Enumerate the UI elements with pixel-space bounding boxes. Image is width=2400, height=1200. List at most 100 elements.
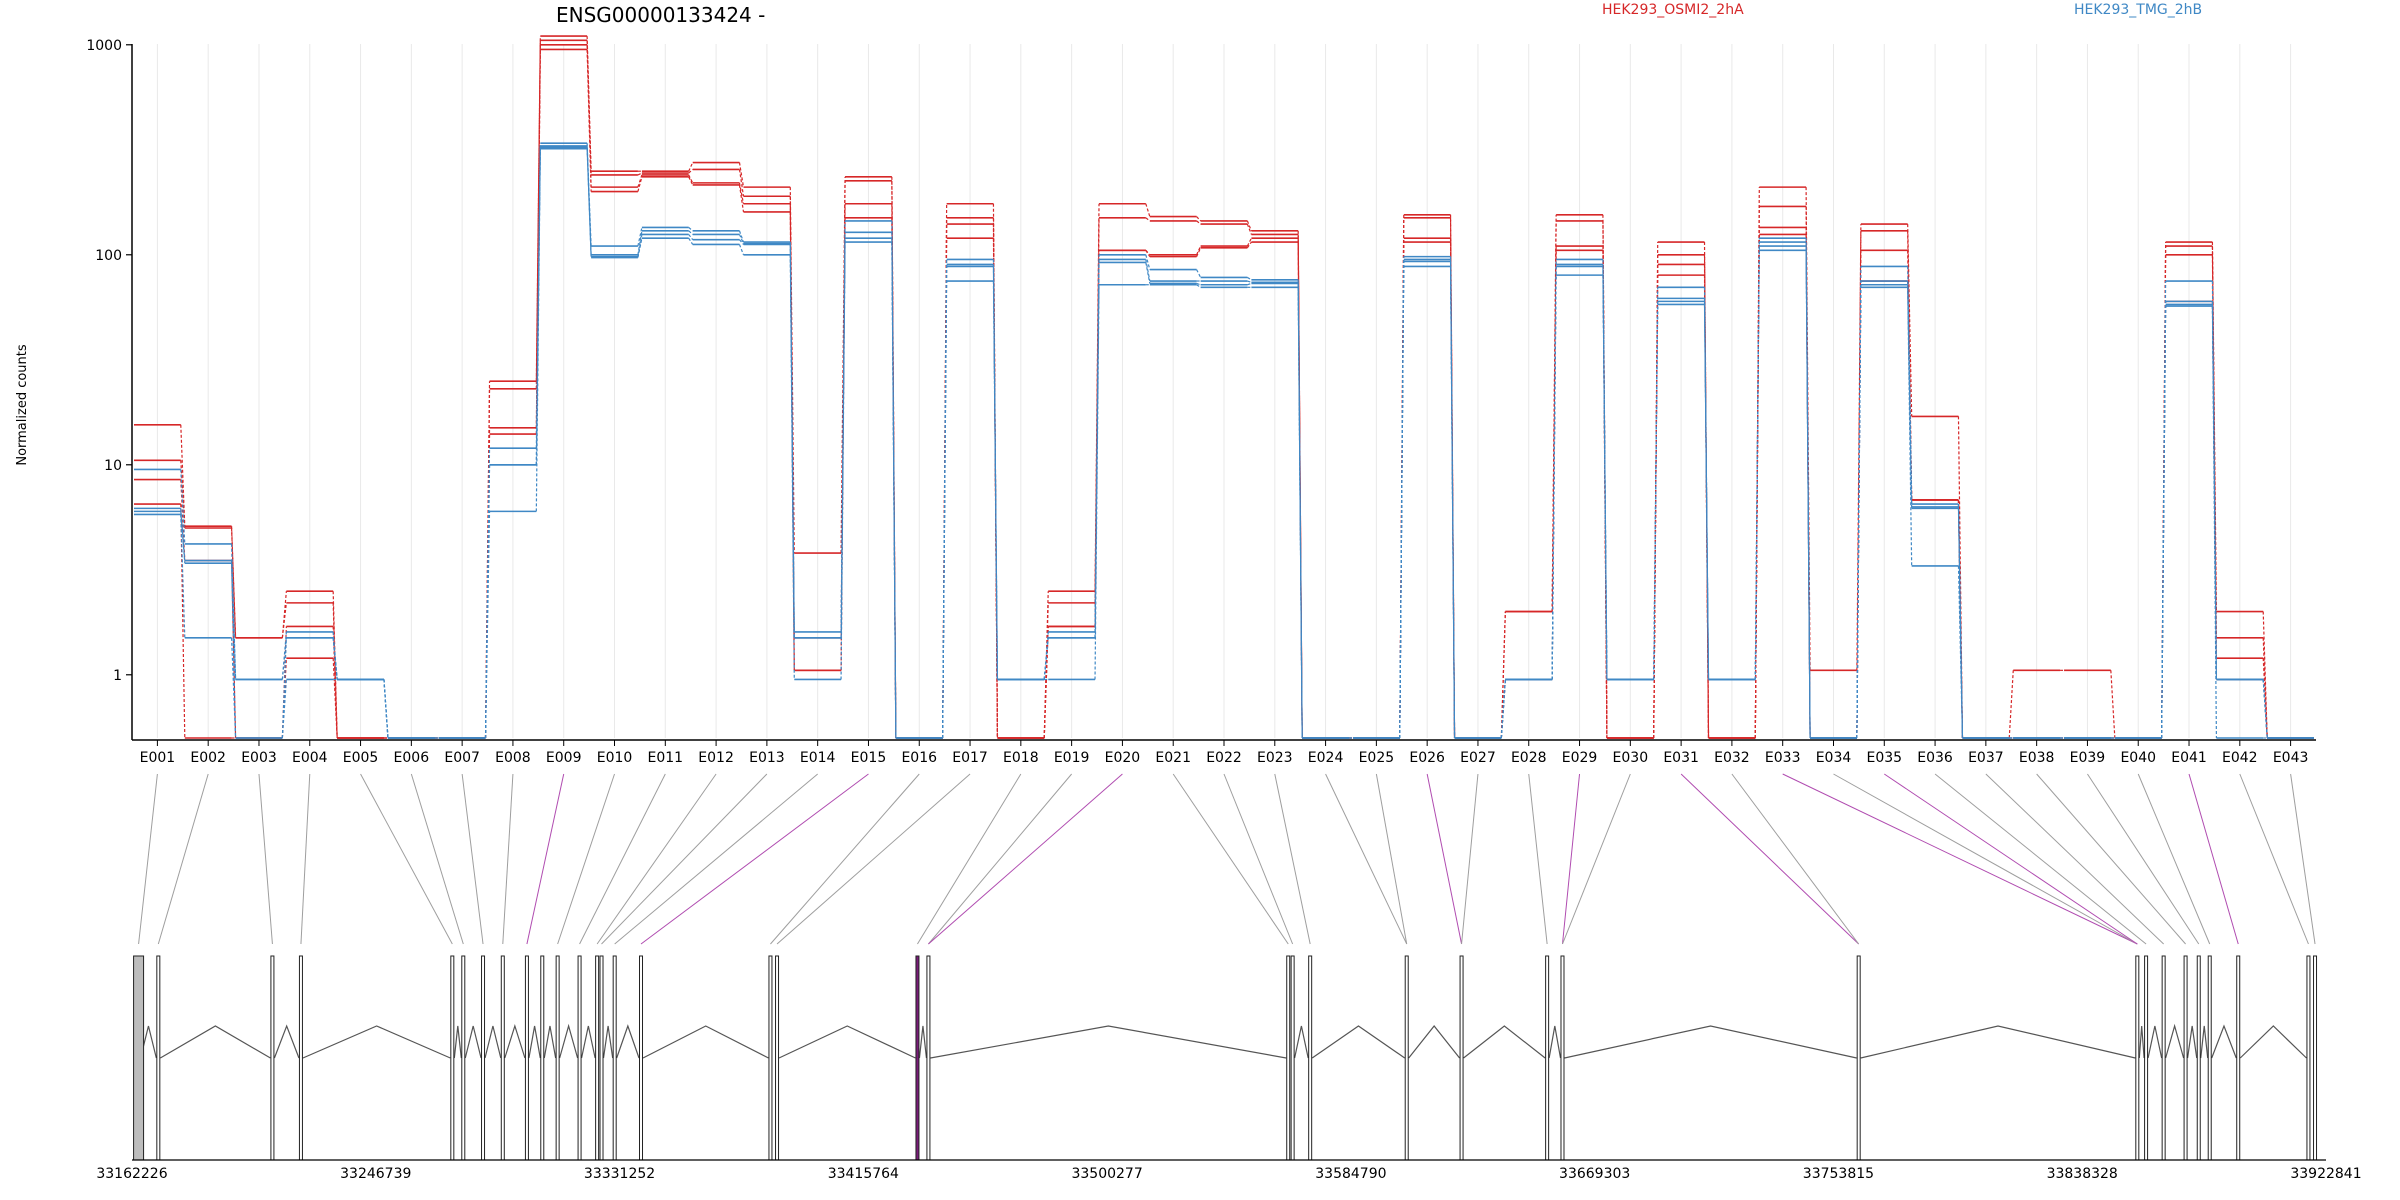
x-tick-label: E014 [800,750,836,766]
connector-segment [1246,237,1252,247]
connector-segment [1653,304,1659,680]
connector-segment [383,679,389,739]
intron-line [642,1025,769,1059]
y-tick-label: 10 [104,458,122,474]
exon-connector [157,773,209,945]
connector-segment [1957,565,1964,739]
connector-segment [1094,284,1100,680]
exon-box [577,955,582,1161]
x-tick-label: E003 [241,750,277,766]
x-tick-label: E027 [1460,750,1496,766]
connector-segment [1399,238,1405,739]
connector-segment [1399,266,1405,739]
connector-segment [1602,275,1608,680]
intron-line [2211,1024,2237,1059]
connector-segment [535,148,541,512]
connector-segment [1500,679,1506,739]
connector-segment [891,242,897,739]
intron-line [2186,1025,2198,1059]
intron-line [543,1025,557,1059]
intron-line [504,1024,526,1059]
connector-segment [1094,203,1100,592]
x-tick-label: E035 [1866,750,1902,766]
intron-line [2138,1025,2145,1059]
intron-line [453,1025,462,1059]
exon-box [2161,955,2166,1161]
x-tick-label: E032 [1714,750,1750,766]
connector-segment [586,147,592,257]
connector-segment [535,147,541,465]
genomic-tick-label: 33669303 [1559,1166,1630,1182]
x-tick-label: E013 [749,750,785,766]
exon-connector-lines [138,773,2316,945]
exon-connector [1884,773,2138,945]
x-tick-label: E019 [1054,750,1090,766]
connector-segment [281,658,287,739]
intron-line [1294,1025,1309,1059]
exon-connector [640,773,869,945]
connector-segment [688,230,694,235]
exon-connector [1461,773,1479,945]
connector-segment [1247,282,1252,286]
connector-segment [1805,242,1811,739]
gene-model: 33162226 33246739 33331252 33415764 33500277… [96,955,2362,1182]
exon-connector [614,773,818,945]
intron-line [273,1024,300,1059]
exon-connector [917,773,1022,945]
x-tick-label: E022 [1206,750,1242,766]
exon-box [768,955,773,1161]
connector-segment [1196,269,1202,278]
x-tick-label: E016 [901,750,937,766]
exon-connector [1833,773,2138,945]
connector-segment [1805,250,1811,739]
exon-box [133,955,145,1161]
exon-box [2196,955,2201,1161]
connector-segment [484,511,491,739]
exon-connector [579,773,666,945]
intron-line [2200,1025,2209,1059]
genomic-tick-label: 33584790 [1315,1166,1386,1182]
exon-box [540,955,545,1161]
connector-segment [1196,220,1201,225]
exon-box [599,955,604,1161]
exon-connector [557,773,615,945]
connector-segment [230,526,237,638]
x-tick-label: E023 [1257,750,1293,766]
x-tick-label: E043 [2273,750,2309,766]
connector-segment [180,424,186,527]
intron-line [2147,1025,2163,1059]
exon-box [639,955,644,1161]
exon-connector [2290,773,2316,945]
exon-box [1290,955,1295,1161]
intron-line [528,1025,541,1059]
exon-connector [2087,773,2200,945]
intron-line [602,1025,614,1059]
x-tick-label: E017 [952,750,988,766]
connector-segment [281,679,287,739]
intron-line [778,1025,916,1059]
connector-segment [688,226,694,232]
intron-line [1860,1025,2136,1059]
exon-box [2306,955,2311,1161]
connector-segment [688,176,694,186]
connector-segment [738,234,745,244]
connector-segment [2008,670,2014,739]
connector-segment [738,184,745,213]
connector-segment [1500,611,1506,739]
exon-box [2135,955,2140,1161]
exon-connector [1274,773,1311,945]
connector-segment [942,238,948,739]
exon-connector [770,773,920,945]
series-8 [134,147,2314,739]
x-tick-label: E041 [2171,750,2207,766]
connector-segment [1246,220,1252,232]
x-tick-label: E033 [1765,750,1801,766]
exon-box [298,955,303,1161]
intron-line [1463,1025,1546,1059]
connector-segment [383,679,389,739]
exon-connector [1934,773,2147,945]
connector-segment [942,281,948,739]
legend-entry-osmi2: HEK293_OSMI2_2hA [1602,2,1744,18]
connector-segment [1754,250,1760,680]
intron-line [1408,1025,1461,1059]
